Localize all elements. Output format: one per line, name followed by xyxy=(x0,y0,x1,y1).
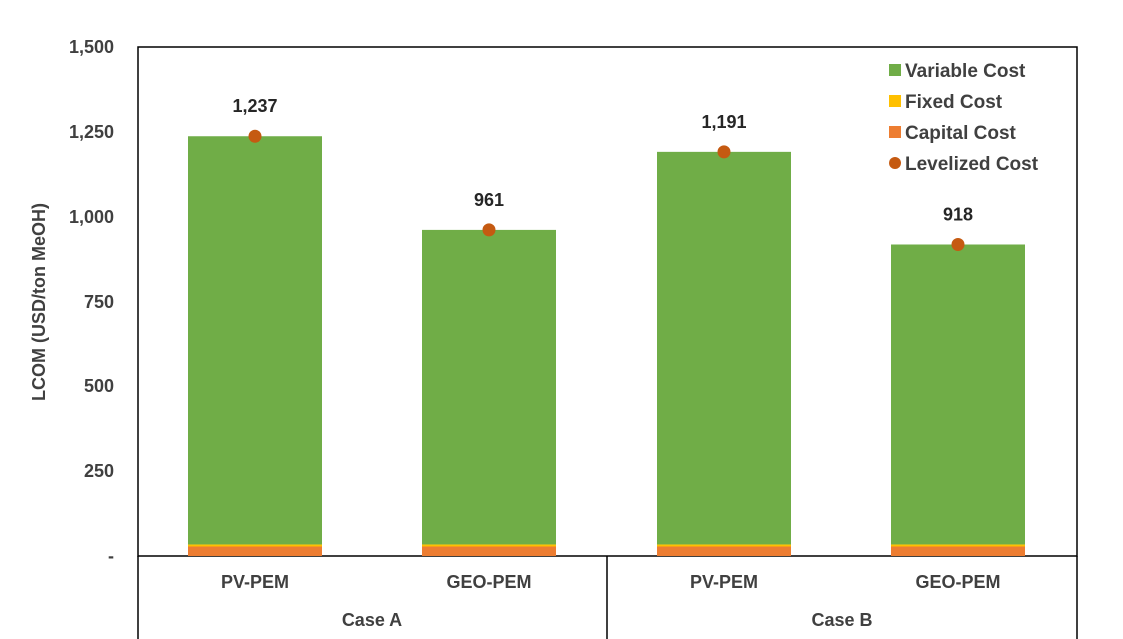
levelized-cost-marker xyxy=(482,223,496,237)
levelized-cost-marker xyxy=(248,129,262,143)
bar-segment-capital-cost xyxy=(188,546,322,556)
data-label: 961 xyxy=(474,190,504,210)
legend-swatch-variable-cost xyxy=(889,64,901,76)
legend-label: Fixed Cost xyxy=(905,92,1003,113)
x-tick-label: GEO-PEM xyxy=(446,572,531,592)
x-tick-label: GEO-PEM xyxy=(915,572,1000,592)
bar-segment-variable-cost xyxy=(422,229,556,545)
bar-segment-variable-cost xyxy=(188,136,322,545)
x-tick-label: PV-PEM xyxy=(690,572,758,592)
x-axis: PV-PEM GEO-PEM PV-PEM GEO-PEM Case A Cas… xyxy=(137,556,1078,639)
y-tick-label: 500 xyxy=(84,376,114,396)
levelized-cost-marker xyxy=(951,237,965,251)
group-label-case-a: Case A xyxy=(342,610,402,630)
bar-segment-capital-cost xyxy=(891,546,1025,556)
x-tick-label: PV-PEM xyxy=(221,572,289,592)
bars xyxy=(188,136,1025,556)
data-label: 1,191 xyxy=(701,112,746,132)
y-tick-label: - xyxy=(108,546,114,566)
y-tick-label: 1,500 xyxy=(69,37,114,57)
levelized-cost-marker xyxy=(717,145,731,159)
bar-segment-fixed-cost xyxy=(657,544,791,547)
bar-segment-fixed-cost xyxy=(188,544,322,547)
bar-segment-fixed-cost xyxy=(891,544,1025,547)
levelized-markers: 1,237 961 1,191 918 xyxy=(232,96,973,251)
legend-label: Variable Cost xyxy=(905,61,1026,82)
y-axis: 1,500 1,250 1,000 750 500 250 - xyxy=(69,37,114,566)
y-tick-label: 250 xyxy=(84,461,114,481)
legend-swatch-capital-cost xyxy=(889,126,901,138)
bar-segment-variable-cost xyxy=(891,244,1025,545)
y-tick-label: 1,250 xyxy=(69,122,114,142)
data-label: 918 xyxy=(943,204,973,224)
bar-segment-capital-cost xyxy=(657,546,791,556)
y-tick-label: 750 xyxy=(84,292,114,312)
bar-segment-capital-cost xyxy=(422,546,556,556)
legend-marker-levelized-cost xyxy=(889,157,901,169)
group-label-case-b: Case B xyxy=(811,610,872,630)
legend-label: Levelized Cost xyxy=(905,154,1039,175)
legend: Variable Cost Fixed Cost Capital Cost Le… xyxy=(889,61,1039,175)
legend-label: Capital Cost xyxy=(905,123,1017,144)
data-label: 1,237 xyxy=(232,96,277,116)
bar-segment-variable-cost xyxy=(657,151,791,545)
y-tick-label: 1,000 xyxy=(69,207,114,227)
y-axis-label: LCOM (USD/ton MeOH) xyxy=(29,203,49,401)
bar-segment-fixed-cost xyxy=(422,544,556,547)
legend-swatch-fixed-cost xyxy=(889,95,901,107)
